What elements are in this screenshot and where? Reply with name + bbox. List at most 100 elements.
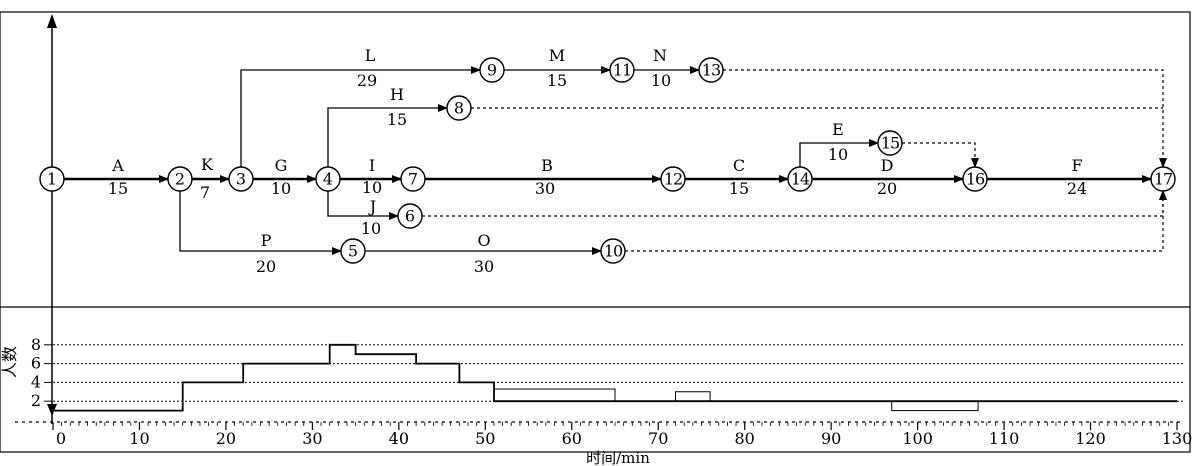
dummy-link-15-16 xyxy=(902,142,979,168)
node-label: 14 xyxy=(791,170,810,189)
left-axis-arrow-icon xyxy=(47,14,57,28)
activity-duration-N: 10 xyxy=(651,71,671,90)
y-tick-label-4: 4 xyxy=(31,372,41,391)
node-7: 7 xyxy=(400,166,426,192)
node-10: 10 xyxy=(600,238,626,264)
activity-duration-I: 10 xyxy=(362,178,382,197)
node-16: 16 xyxy=(962,166,988,192)
activity-duration-B: 30 xyxy=(535,179,555,198)
node-12: 12 xyxy=(660,166,686,192)
activity-name-C: C xyxy=(733,156,745,175)
dummy-link-13-17 xyxy=(723,69,1167,168)
activity-duration-O: 30 xyxy=(474,257,494,276)
node-14: 14 xyxy=(787,166,813,192)
node-circle xyxy=(397,203,423,229)
activity-name-H: H xyxy=(390,85,404,104)
x-tick-label-110: 110 xyxy=(989,429,1020,448)
node-17: 17 xyxy=(1150,166,1176,192)
node-5: 5 xyxy=(340,238,366,264)
node-circle xyxy=(446,95,472,121)
node-circle xyxy=(400,166,426,192)
x-tick-label-10: 10 xyxy=(129,429,149,448)
node-circle xyxy=(1150,166,1176,192)
activity-name-K: K xyxy=(201,155,214,174)
node-label: 9 xyxy=(487,61,497,80)
node-circle xyxy=(228,166,254,192)
node-circle xyxy=(479,57,505,83)
activity-name-L: L xyxy=(365,46,376,65)
activity-name-N: N xyxy=(653,46,667,65)
node-circle xyxy=(698,57,724,83)
node-label: 5 xyxy=(348,242,358,261)
node-circle xyxy=(660,166,686,192)
dummy-link-10-17 xyxy=(625,190,1167,252)
y-tick-label-2: 2 xyxy=(31,391,41,410)
activity-name-D: D xyxy=(881,156,894,175)
resource-profile-secondary xyxy=(494,388,1177,412)
activity-duration-H: 15 xyxy=(387,110,407,129)
activity-edge-L xyxy=(240,66,481,167)
x-tick-label-90: 90 xyxy=(821,429,841,448)
x-tick-label-120: 120 xyxy=(1075,429,1106,448)
y-tick-label-8: 8 xyxy=(31,335,41,354)
activity-duration-C: 15 xyxy=(729,179,749,198)
y-axis-title: 人数 xyxy=(0,346,19,378)
activity-duration-P: 20 xyxy=(256,257,276,276)
node-label: 11 xyxy=(613,61,631,80)
activity-duration-F: 24 xyxy=(1067,179,1087,198)
activity-name-E: E xyxy=(832,120,844,139)
node-label: 12 xyxy=(664,170,682,189)
activity-name-F: F xyxy=(1071,156,1082,175)
x-tick-label-30: 30 xyxy=(302,429,322,448)
y-tick-label-6: 6 xyxy=(31,354,41,373)
activity-name-B: B xyxy=(541,156,553,175)
node-label: 13 xyxy=(702,61,720,80)
node-label: 4 xyxy=(323,170,333,189)
activity-edge-P xyxy=(179,191,342,255)
activity-edge-E xyxy=(799,139,879,167)
node-label: 17 xyxy=(1154,170,1173,189)
activity-name-I: I xyxy=(369,156,375,175)
left-axis-down-arrow-icon xyxy=(47,404,57,416)
activity-duration-D: 20 xyxy=(877,179,897,198)
node-15: 15 xyxy=(877,130,903,156)
x-tick-label-130: 130 xyxy=(1162,429,1193,448)
x-tick-label-0: 0 xyxy=(56,429,66,448)
activity-name-A: A xyxy=(111,156,124,175)
x-tick-label-100: 100 xyxy=(902,429,933,448)
node-label: 3 xyxy=(236,170,246,189)
x-tick-label-20: 20 xyxy=(216,429,236,448)
node-2: 2 xyxy=(167,166,193,192)
node-9: 9 xyxy=(479,57,505,83)
activity-duration-E: 10 xyxy=(828,145,848,164)
node-label: 2 xyxy=(175,170,185,189)
activity-name-M: M xyxy=(549,46,565,65)
node-circle xyxy=(600,238,626,264)
node-label: 7 xyxy=(408,170,418,189)
x-tick-label-70: 70 xyxy=(648,429,668,448)
activity-name-P: P xyxy=(261,231,272,250)
activity-name-J: J xyxy=(368,197,376,216)
node-circle xyxy=(609,57,635,83)
activity-duration-K: 7 xyxy=(200,183,210,202)
x-tick-label-60: 60 xyxy=(562,429,582,448)
node-11: 11 xyxy=(609,57,635,83)
node-13: 13 xyxy=(698,57,724,83)
activity-duration-G: 10 xyxy=(271,179,291,198)
node-label: 1 xyxy=(47,170,57,189)
node-circle xyxy=(315,166,341,192)
node-circle xyxy=(962,166,988,192)
node-label: 6 xyxy=(405,207,415,226)
x-tick-label-40: 40 xyxy=(389,429,409,448)
activity-duration-J: 10 xyxy=(361,219,381,238)
diagram-frame xyxy=(0,11,1191,453)
x-tick-label-50: 50 xyxy=(475,429,495,448)
node-circle xyxy=(39,166,65,192)
node-circle xyxy=(167,166,193,192)
node-6: 6 xyxy=(397,203,423,229)
node-4: 4 xyxy=(315,166,341,192)
dummy-link-6-17 xyxy=(422,190,1167,217)
x-axis-title: 时间/min xyxy=(586,449,650,466)
node-circle xyxy=(787,166,813,192)
